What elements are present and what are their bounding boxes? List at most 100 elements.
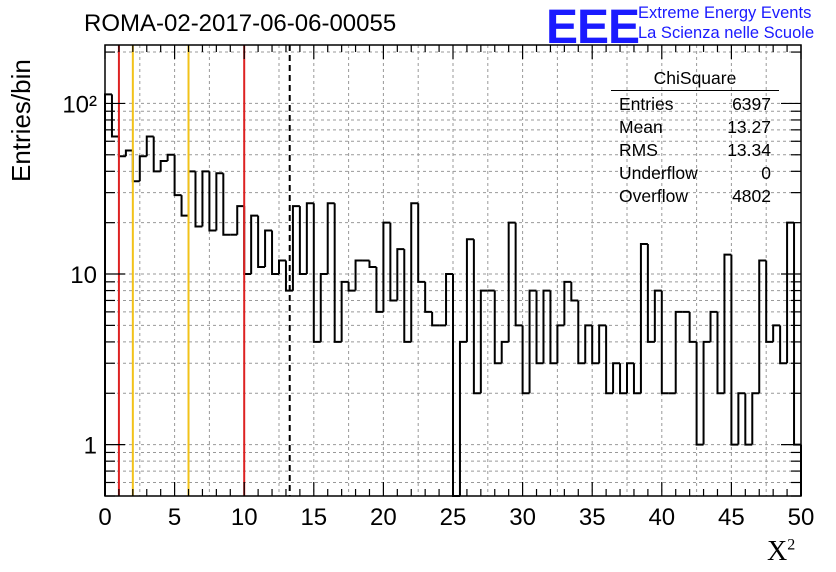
histogram-bin xyxy=(312,203,321,343)
histogram-bin xyxy=(653,289,662,342)
histogram-bin xyxy=(765,260,774,343)
stats-box: ChiSquare Entries 6397 Mean 13.27 RMS 13… xyxy=(611,66,779,208)
histogram-bin xyxy=(577,300,586,365)
histogram-bin xyxy=(493,290,502,365)
histogram-bin xyxy=(250,214,259,275)
x-axis-label: X2 xyxy=(767,536,796,567)
histogram-bin xyxy=(465,238,474,342)
histogram-bin xyxy=(333,203,342,343)
histogram-bin xyxy=(458,340,467,496)
histogram-bin xyxy=(278,259,286,275)
histogram-bin xyxy=(619,363,627,395)
histogram-bin xyxy=(716,311,725,395)
histogram-bin xyxy=(424,281,433,313)
histogram-bin xyxy=(159,159,168,172)
x-tick-label: 25 xyxy=(440,504,467,531)
histogram-bin xyxy=(403,249,412,343)
stats-label: Mean xyxy=(619,117,663,137)
histogram-bin xyxy=(737,392,746,445)
x-tick-label: 35 xyxy=(579,504,606,531)
histogram-bin xyxy=(166,153,175,161)
histogram-bin xyxy=(626,362,634,394)
stats-row-rms: RMS 13.34 xyxy=(611,139,779,162)
histogram-bin xyxy=(194,171,203,228)
histogram-bin xyxy=(291,205,300,291)
histogram-bin xyxy=(591,325,600,365)
histogram-bin xyxy=(772,324,781,342)
stats-value: 6397 xyxy=(732,94,771,114)
histogram-bin xyxy=(257,215,266,268)
histogram-bin xyxy=(208,171,217,232)
histogram-bin xyxy=(410,202,419,342)
y-tick-label: 10² xyxy=(62,91,97,118)
histogram-bin xyxy=(368,260,377,268)
histogram-bin xyxy=(236,205,245,235)
histogram-bin xyxy=(187,170,196,216)
histogram-bin xyxy=(730,254,739,446)
histogram-bin xyxy=(326,202,335,275)
stats-label: Overflow xyxy=(619,186,689,206)
histogram-bin xyxy=(124,149,133,157)
stats-value: 0 xyxy=(761,163,771,183)
histogram-bin xyxy=(431,311,440,327)
stats-value: 13.27 xyxy=(727,117,771,137)
histogram-bin xyxy=(354,259,363,291)
histogram-bin xyxy=(396,248,405,301)
histogram-bin xyxy=(507,221,516,342)
histogram-bin xyxy=(570,281,579,302)
x-tick-label: 45 xyxy=(718,504,745,531)
stats-label: Underflow xyxy=(619,163,698,183)
histogram-bin xyxy=(563,280,572,326)
stats-row-entries: Entries 6397 xyxy=(611,93,779,116)
histogram-bin xyxy=(556,324,565,364)
histogram-bin xyxy=(500,340,509,364)
stats-value: 13.34 xyxy=(727,140,771,160)
reference-lines xyxy=(117,45,291,496)
histogram-bin xyxy=(639,242,648,394)
histogram-bin xyxy=(117,136,126,158)
histogram-bin xyxy=(173,154,182,197)
histogram-bin xyxy=(521,325,530,395)
histogram-bin xyxy=(514,222,523,327)
histogram-bin xyxy=(145,135,154,157)
stats-row-underflow: Underflow 0 xyxy=(611,162,779,185)
histogram-bin xyxy=(612,362,621,394)
histogram-bin xyxy=(180,195,189,217)
histogram-bin xyxy=(646,243,655,343)
logo-line-1: Extreme Energy Events xyxy=(638,4,812,22)
x-tick-label: 50 xyxy=(788,504,815,531)
x-tick-label: 40 xyxy=(648,504,675,531)
histogram-bin xyxy=(793,222,801,446)
histogram-bin xyxy=(660,290,669,395)
x-tick-label: 15 xyxy=(300,504,327,531)
axes: 0 5 10 15 20 25 30 35 40 45 50 1 10 10² xyxy=(62,44,815,531)
histogram-bin xyxy=(243,206,252,276)
histogram-bin xyxy=(271,230,279,276)
stats-row-overflow: Overflow 4802 xyxy=(611,185,779,208)
histogram-bin xyxy=(319,273,328,342)
histogram-bin xyxy=(347,281,356,292)
histogram-bin xyxy=(201,170,210,227)
stats-label: RMS xyxy=(619,140,658,160)
y-axis-label: Entries/bin xyxy=(6,59,36,182)
x-tick-label: 0 xyxy=(98,504,111,531)
histogram-bin xyxy=(605,325,614,395)
histogram-bin xyxy=(389,222,398,302)
x-tick-label: 20 xyxy=(370,504,397,531)
histogram-bin xyxy=(264,229,273,267)
histogram-bin xyxy=(340,280,349,342)
histogram-bin xyxy=(479,289,488,394)
histogram-bin xyxy=(688,311,697,343)
histogram-bin xyxy=(472,239,481,395)
chart-title: ROMA-02-2017-06-06-00055 xyxy=(84,10,397,37)
histogram-bin xyxy=(751,392,760,445)
histogram-bin xyxy=(549,290,558,365)
histogram-bin xyxy=(632,363,641,395)
histogram-bin xyxy=(445,273,453,326)
histogram-bin xyxy=(528,289,537,394)
x-tick-label: 30 xyxy=(509,504,536,531)
histogram-bin xyxy=(215,172,224,231)
histogram-bin xyxy=(542,289,551,364)
stats-label: Entries xyxy=(619,94,674,114)
